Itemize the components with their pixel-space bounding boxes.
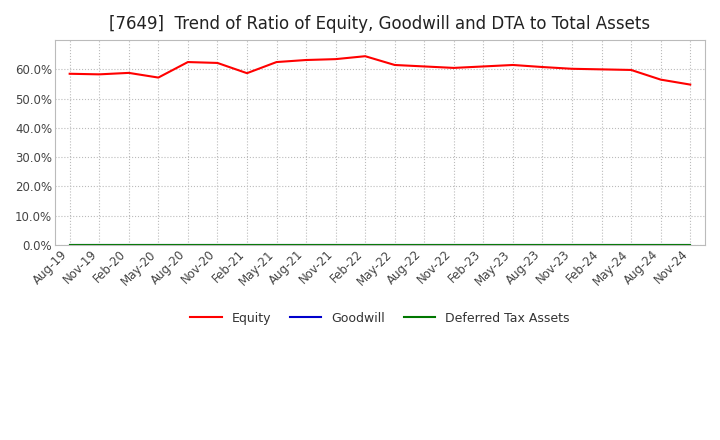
Goodwill [598,242,606,248]
Deferred Tax Assets [479,242,487,248]
Legend: Equity, Goodwill, Deferred Tax Assets: Equity, Goodwill, Deferred Tax Assets [191,312,570,325]
Equity [272,59,281,65]
Equity [508,62,517,68]
Deferred Tax Assets [420,242,428,248]
Goodwill [390,242,399,248]
Deferred Tax Assets [213,242,222,248]
Equity [154,75,163,80]
Equity [420,64,428,69]
Deferred Tax Assets [95,242,104,248]
Equity [361,54,369,59]
Equity [243,70,251,76]
Goodwill [686,242,695,248]
Equity [686,82,695,87]
Goodwill [538,242,546,248]
Equity [390,62,399,68]
Goodwill [213,242,222,248]
Deferred Tax Assets [449,242,458,248]
Goodwill [508,242,517,248]
Equity [449,65,458,70]
Deferred Tax Assets [154,242,163,248]
Goodwill [302,242,310,248]
Equity [479,64,487,69]
Equity [538,64,546,70]
Deferred Tax Assets [598,242,606,248]
Deferred Tax Assets [184,242,192,248]
Title: [7649]  Trend of Ratio of Equity, Goodwill and DTA to Total Assets: [7649] Trend of Ratio of Equity, Goodwil… [109,15,650,33]
Equity [657,77,665,82]
Goodwill [125,242,133,248]
Deferred Tax Assets [66,242,74,248]
Equity [567,66,576,71]
Goodwill [627,242,636,248]
Deferred Tax Assets [538,242,546,248]
Goodwill [420,242,428,248]
Goodwill [184,242,192,248]
Equity [331,56,340,62]
Line: Equity: Equity [70,56,690,84]
Equity [627,67,636,73]
Goodwill [66,242,74,248]
Deferred Tax Assets [331,242,340,248]
Deferred Tax Assets [302,242,310,248]
Deferred Tax Assets [390,242,399,248]
Goodwill [361,242,369,248]
Equity [95,72,104,77]
Goodwill [449,242,458,248]
Equity [66,71,74,77]
Goodwill [567,242,576,248]
Deferred Tax Assets [272,242,281,248]
Goodwill [331,242,340,248]
Deferred Tax Assets [657,242,665,248]
Deferred Tax Assets [627,242,636,248]
Goodwill [657,242,665,248]
Deferred Tax Assets [508,242,517,248]
Equity [125,70,133,76]
Deferred Tax Assets [125,242,133,248]
Deferred Tax Assets [686,242,695,248]
Deferred Tax Assets [567,242,576,248]
Deferred Tax Assets [243,242,251,248]
Equity [302,57,310,62]
Equity [598,67,606,72]
Goodwill [95,242,104,248]
Goodwill [243,242,251,248]
Equity [213,60,222,66]
Goodwill [479,242,487,248]
Goodwill [272,242,281,248]
Deferred Tax Assets [361,242,369,248]
Goodwill [154,242,163,248]
Equity [184,59,192,65]
